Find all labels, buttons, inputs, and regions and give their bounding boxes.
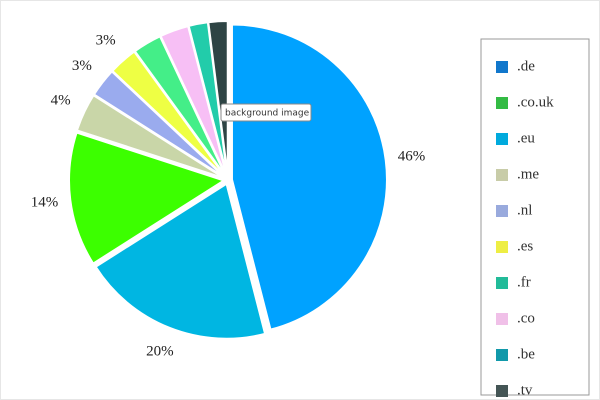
pie-slice [207, 20, 229, 177]
legend-swatch [496, 133, 508, 145]
legend-swatch [496, 313, 508, 325]
legend-label: .es [517, 238, 533, 254]
legend-swatch [496, 277, 508, 289]
slice-label: 3% [72, 58, 92, 74]
tooltip: background image [225, 109, 310, 119]
tooltip-box [220, 103, 312, 122]
legend-swatch [496, 97, 508, 109]
legend-label: .me [517, 166, 539, 182]
legend-label: .de [517, 58, 535, 74]
legend-swatch [496, 205, 508, 217]
legend-label: .nl [517, 202, 532, 218]
legend-swatch [496, 241, 508, 253]
legend-label: .co [517, 310, 535, 326]
legend-swatch [496, 349, 508, 361]
slice-label: 4% [51, 93, 71, 109]
legend-swatch [496, 61, 508, 73]
legend-swatch [496, 385, 508, 397]
legend-label: .fr [517, 274, 531, 290]
slice-label: 3% [96, 33, 116, 49]
legend-swatch [496, 169, 508, 181]
slice-label: 14% [31, 195, 59, 211]
slice-label: 20% [146, 343, 174, 359]
legend-label: .eu [517, 130, 535, 146]
legend-label: .tv [517, 382, 533, 398]
pie-slice [68, 131, 227, 265]
pie-slice [94, 182, 267, 340]
slice-label: 46% [398, 148, 426, 164]
legend-label: .be [517, 346, 535, 362]
pie-slice [230, 23, 388, 331]
legend-label: .co.uk [517, 94, 554, 110]
